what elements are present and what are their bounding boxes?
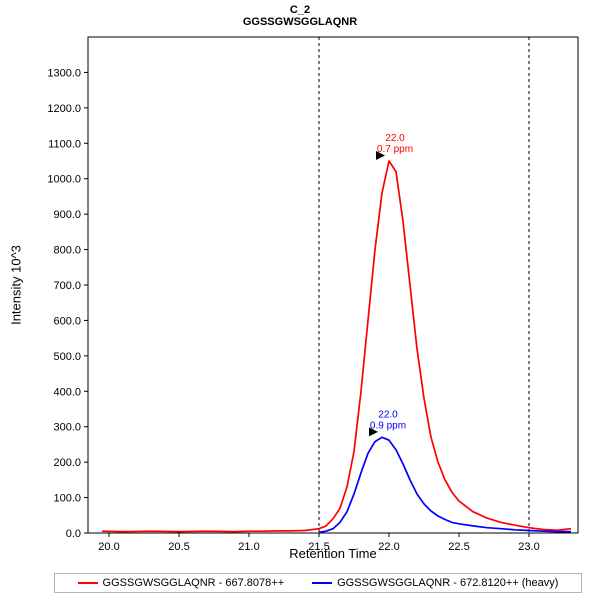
x-axis-label: Retention Time	[289, 546, 377, 561]
peak-apex-marker	[376, 151, 385, 160]
legend-item-heavy: GGSSGWSGGLAQNR - 672.8120++ (heavy)	[312, 577, 558, 589]
chromatogram-trace-0	[101, 160, 572, 533]
y-tick-label: 200.0	[53, 457, 81, 469]
peak-rt-annotation: 22.0	[378, 409, 398, 420]
y-tick-label: 500.0	[53, 351, 81, 363]
x-tick-label: 21.0	[238, 541, 259, 553]
peak-apex-marker	[369, 427, 378, 437]
x-tick-label: 21.5	[308, 541, 329, 553]
x-tick-label: 22.0	[378, 541, 399, 553]
y-tick-label: 900.0	[53, 209, 81, 221]
x-tick-label: 22.5	[448, 541, 469, 553]
peak-ppm-annotation: 0.7 ppm	[377, 144, 413, 155]
x-tick-label: 23.0	[518, 541, 539, 553]
legend: GGSSGWSGGLAQNR - 667.8078++ GGSSGWSGGLAQ…	[54, 573, 582, 593]
plot-frame	[87, 36, 579, 534]
y-tick-label: 1200.0	[47, 103, 81, 115]
y-tick-label: 1000.0	[47, 174, 81, 186]
legend-line-red	[77, 582, 98, 584]
chart-title: C_2	[289, 4, 311, 16]
chromatogram-trace-1	[318, 436, 571, 533]
y-tick-label: 1100.0	[48, 138, 81, 150]
y-tick-label: 400.0	[53, 386, 81, 398]
y-tick-label: 600.0	[53, 315, 81, 327]
y-tick-label: 100.0	[53, 493, 81, 505]
x-tick-label: 20.5	[168, 541, 189, 553]
y-tick-label: 0.0	[66, 528, 81, 540]
legend-item-light: GGSSGWSGGLAQNR - 667.8078++	[77, 577, 285, 589]
y-tick-label: 800.0	[53, 245, 81, 257]
peak-ppm-annotation: 0.9 ppm	[370, 420, 406, 431]
y-axis-label: Intensity 10^3	[8, 245, 24, 325]
peptide-sequence-subtitle: GGSSGWSGGLAQNR	[242, 16, 358, 28]
x-tick-label: 20.0	[98, 541, 119, 553]
y-tick-label: 1300.0	[47, 67, 81, 79]
legend-label-light: GGSSGWSGGLAQNR - 667.8078++	[102, 577, 285, 589]
y-tick-label: 700.0	[53, 280, 81, 292]
legend-line-blue	[312, 582, 333, 584]
peak-rt-annotation: 22.0	[385, 133, 405, 144]
legend-label-heavy: GGSSGWSGGLAQNR - 672.8120++ (heavy)	[337, 577, 559, 589]
y-tick-label: 300.0	[53, 422, 81, 434]
